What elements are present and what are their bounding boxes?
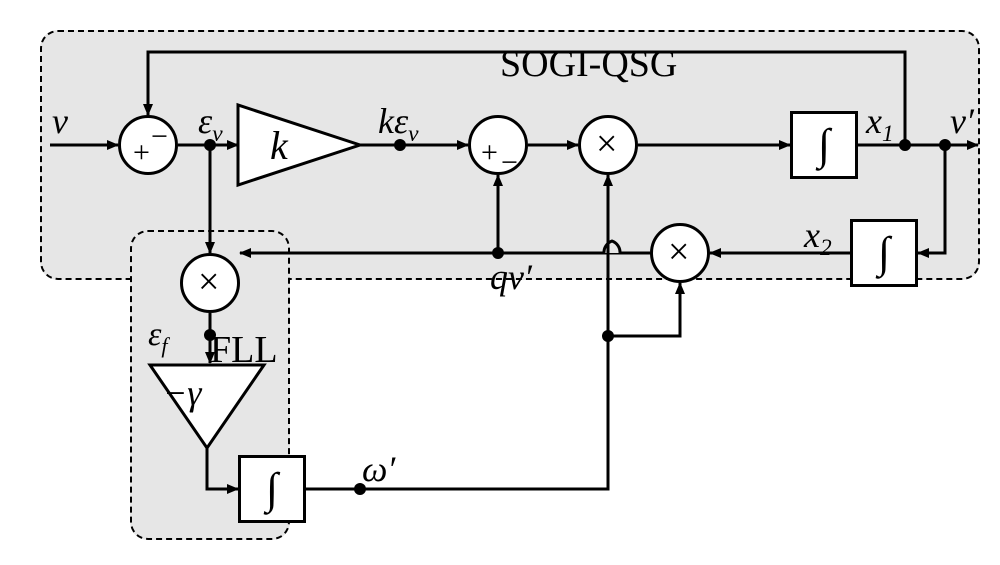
signal-omega: ω′	[362, 448, 395, 490]
sogi-qsg-title: SOGI-QSG	[500, 42, 677, 86]
multiplier-top: ×	[578, 115, 638, 175]
summer-input: + −	[118, 115, 178, 175]
wire-omega-out	[306, 175, 608, 489]
plus-sign: +	[481, 136, 498, 170]
integrator-x1: ∫	[790, 111, 858, 179]
integrator-fll: ∫	[238, 455, 306, 523]
diagram-canvas: + − + − × × × ∫ ∫ ∫ SOGI-QSG FLL v εv k …	[0, 0, 1000, 565]
junction-dot	[899, 139, 911, 151]
junction-dot	[354, 483, 366, 495]
multiplier-right: ×	[650, 223, 710, 283]
multiplier-fll: ×	[180, 253, 240, 313]
gain-k-label: k	[270, 122, 288, 169]
fll-title: FLL	[210, 328, 278, 372]
junction-dot	[204, 329, 216, 341]
wire-gamma-int	[207, 448, 238, 489]
minus-sign: −	[151, 120, 168, 154]
signal-x1: x1	[866, 100, 894, 148]
junction-dot	[394, 139, 406, 151]
junction-dot	[602, 330, 614, 342]
gain-k-triangle	[238, 105, 360, 185]
signal-v: v	[52, 100, 68, 142]
times-icon: ×	[668, 230, 689, 274]
wire-qv-jump	[604, 241, 620, 253]
summer-mid: + −	[468, 115, 528, 175]
times-icon: ×	[596, 122, 617, 166]
gain-neg-gamma-label: −γ	[163, 372, 201, 414]
junction-dot	[492, 247, 504, 259]
wire-omega-to-mr	[608, 283, 680, 336]
signal-v-prime: v′	[950, 100, 974, 142]
signal-qv: qv′	[490, 256, 532, 298]
signal-x2: x2	[804, 214, 832, 262]
junction-dot	[204, 139, 216, 151]
times-icon: ×	[198, 260, 219, 304]
junction-dot	[939, 139, 951, 151]
minus-sign: −	[501, 146, 518, 180]
integrator-x2: ∫	[850, 219, 918, 287]
plus-sign: +	[133, 136, 150, 170]
signal-eps-f: εf	[148, 316, 168, 359]
wire-fb-to-int2	[918, 145, 945, 253]
